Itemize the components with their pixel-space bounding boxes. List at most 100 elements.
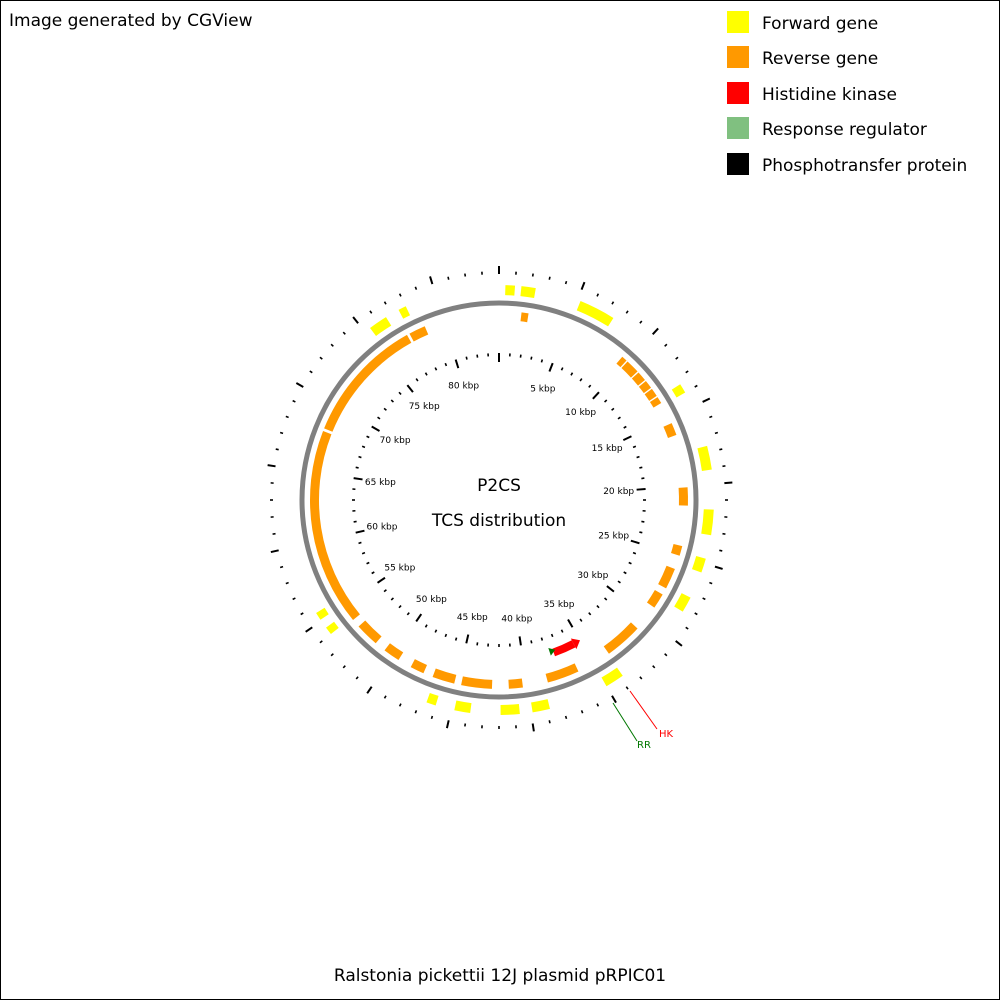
- outer-tick: [675, 356, 679, 360]
- outer-tick: [267, 464, 276, 468]
- rr-label: RR: [637, 740, 651, 751]
- outer-tick: [295, 382, 304, 388]
- forward-gene: [398, 306, 411, 319]
- outer-tick: [279, 431, 284, 435]
- outer-tick: [564, 280, 568, 285]
- outer-tick: [369, 310, 373, 314]
- center-title: P2CS: [477, 476, 521, 496]
- reverse-gene: [410, 659, 428, 674]
- reverse-gene: [644, 388, 657, 401]
- inner-tick: [406, 384, 414, 393]
- forward-gene: [691, 556, 706, 573]
- inner-tick: [424, 624, 428, 628]
- outer-tick: [694, 384, 698, 388]
- outer-tick: [285, 581, 289, 585]
- outer-tick: [309, 370, 313, 374]
- legend-label: Response regulator: [762, 120, 927, 140]
- forward-gene: [505, 285, 516, 296]
- inner-tick: [604, 597, 608, 601]
- reverse-gene: [649, 397, 662, 408]
- inner-tick: [622, 435, 632, 442]
- inner-tick: [358, 541, 362, 545]
- map-title: Ralstonia pickettii 12J plasmid pRPIC01: [333, 966, 667, 986]
- outer-tick: [685, 370, 689, 374]
- inner-tick: [518, 636, 522, 646]
- inner-tick: [398, 391, 402, 395]
- legend-label: Histidine kinase: [762, 85, 897, 105]
- tick-label: 80 kbp: [448, 381, 479, 391]
- inner-tick: [406, 612, 410, 616]
- response-regulator-swatch: [727, 117, 749, 139]
- center-subtitle: TCS distribution: [431, 511, 566, 531]
- outer-tick: [675, 640, 683, 647]
- outer-tick: [611, 301, 615, 305]
- forward-gene: [576, 301, 614, 327]
- outer-tick: [694, 612, 698, 616]
- inner-tick: [530, 640, 533, 644]
- tick-label: 65 kbp: [365, 478, 396, 488]
- outer-tick: [651, 327, 659, 336]
- inner-tick: [632, 551, 637, 555]
- legend-label: Reverse gene: [762, 49, 878, 69]
- inner-tick: [588, 384, 592, 388]
- inner-tick: [628, 561, 632, 565]
- inner-tick: [530, 356, 533, 360]
- inner-tick: [540, 359, 544, 363]
- phosphotransfer-protein-swatch: [727, 153, 749, 175]
- tick-label: 60 kbp: [367, 523, 398, 533]
- inner-tick: [355, 466, 359, 469]
- gene-features: [310, 285, 714, 715]
- hk-callout: HK: [629, 690, 674, 740]
- outer-tick: [625, 310, 629, 314]
- outer-tick: [664, 343, 668, 347]
- outer-tick: [611, 695, 617, 704]
- histidine-kinase-arrowhead: [570, 638, 580, 650]
- inner-tick: [415, 378, 419, 382]
- outer-tick: [639, 676, 643, 680]
- reverse-gene: [409, 326, 429, 342]
- response-regulator-gene: [548, 648, 556, 656]
- inner-tick: [592, 391, 600, 400]
- tick-label: 45 kbp: [457, 613, 488, 623]
- inner-tick: [434, 367, 438, 371]
- inner-tick: [632, 445, 637, 449]
- histidine-kinase-swatch: [727, 82, 749, 104]
- tick-label: 40 kbp: [501, 615, 532, 625]
- forward-gene: [370, 317, 392, 336]
- outer-tick: [383, 695, 387, 699]
- outer-tick: [639, 320, 643, 324]
- inner-tick: [560, 629, 564, 633]
- outer-tick: [398, 703, 402, 707]
- outer-tick-ring: [267, 266, 733, 732]
- reverse-gene: [663, 423, 677, 439]
- inner-tick: [588, 612, 592, 616]
- outer-tick: [445, 720, 450, 729]
- inner-tick: [371, 425, 380, 432]
- outer-tick: [285, 415, 289, 419]
- outer-tick: [292, 399, 296, 403]
- inner-tick: [371, 571, 375, 575]
- hk-label: HK: [659, 729, 674, 740]
- outer-tick: [305, 626, 313, 633]
- forward-gene: [674, 593, 691, 612]
- legend-item-histidine-kinase: Histidine kinase: [727, 82, 897, 105]
- hk-leader-line: [629, 690, 658, 730]
- outer-tick: [652, 665, 656, 669]
- forward-gene: [316, 607, 329, 620]
- forward-gene: [601, 667, 623, 687]
- reverse-gene-swatch: [727, 46, 749, 68]
- reverse-gene: [508, 678, 523, 689]
- outer-tick: [664, 653, 668, 657]
- legend-label: Forward gene: [762, 14, 878, 34]
- outer-tick: [270, 549, 279, 554]
- outer-tick: [398, 293, 402, 297]
- reverse-gene: [324, 334, 412, 432]
- legend-item-phosphotransfer-protein: Phosphotransfer protein: [727, 153, 967, 176]
- inner-tick: [636, 455, 640, 459]
- legend-item-reverse-gene: Reverse gene: [727, 46, 878, 69]
- rr-leader-line: [612, 702, 638, 742]
- inner-tick: [444, 633, 448, 638]
- forward-gene-swatch: [727, 11, 749, 33]
- inner-tick: [383, 589, 387, 593]
